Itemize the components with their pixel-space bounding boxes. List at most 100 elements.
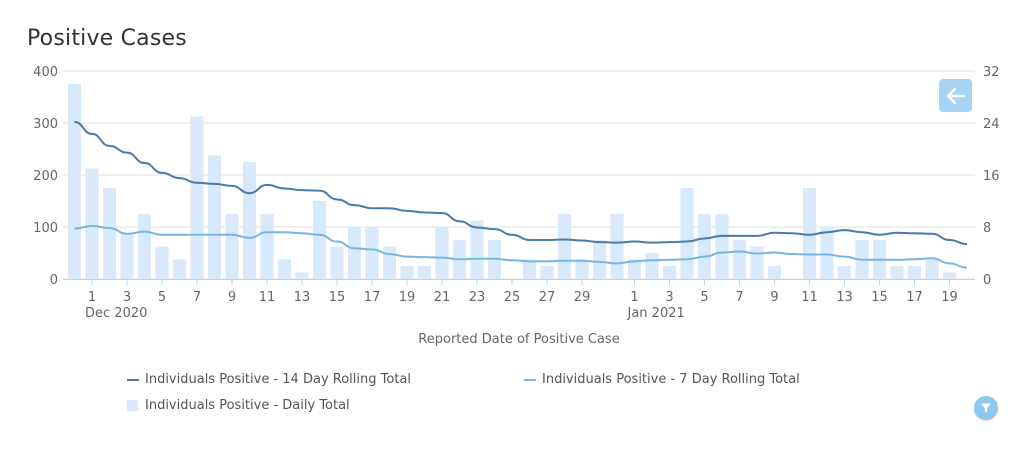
daily-total-bar[interactable] — [418, 266, 431, 279]
y-right-tick-label: 32 — [983, 65, 1000, 80]
line-14-day-rolling-total[interactable] — [74, 120, 968, 246]
y-right-tick-label: 16 — [983, 169, 1000, 184]
daily-total-bar[interactable] — [540, 266, 554, 279]
arrow-left-icon — [946, 87, 965, 104]
legend-item-7-day[interactable]: Individuals Positive - 7 Day Rolling Tot… — [524, 372, 800, 387]
daily-total-bar[interactable] — [593, 240, 606, 279]
daily-total-bar[interactable] — [330, 246, 344, 280]
daily-total-bar[interactable] — [523, 259, 536, 280]
daily-total-bar[interactable] — [173, 259, 186, 280]
daily-total-bar[interactable] — [768, 266, 781, 279]
x-tick-label: 5 — [158, 290, 166, 305]
daily-total-bar[interactable] — [470, 220, 484, 280]
daily-total-bar[interactable] — [820, 227, 834, 279]
daily-total-bar[interactable] — [645, 253, 659, 279]
x-tick-label: 9 — [228, 290, 236, 305]
line-7-day-rolling-total[interactable] — [74, 224, 968, 269]
x-tick-label: 17 — [906, 290, 923, 305]
y-right-tick-label: 0 — [983, 273, 991, 288]
daily-total-bar[interactable] — [610, 214, 624, 279]
daily-total-bar[interactable] — [558, 214, 571, 279]
x-tick-label: 3 — [123, 290, 131, 305]
x-tick-label: 17 — [364, 290, 381, 305]
x-tick-label: 1 — [630, 290, 638, 305]
legend-item-daily[interactable]: Individuals Positive - Daily Total — [127, 398, 350, 413]
daily-total-bar[interactable] — [838, 266, 851, 279]
x-group-label: Jan 2021 — [627, 306, 685, 321]
rolling-total-lines — [74, 120, 968, 269]
chart-title: Positive Cases — [27, 26, 187, 51]
daily-total-bar[interactable] — [698, 214, 711, 279]
daily-total-bar[interactable] — [383, 246, 396, 280]
daily-total-bar[interactable] — [120, 233, 134, 280]
x-axis-title: Reported Date of Positive Case — [418, 332, 619, 347]
filter-button[interactable] — [974, 396, 998, 420]
x-tick-label: 1 — [88, 290, 96, 305]
x-tick-label: 19 — [399, 290, 416, 305]
daily-total-bar[interactable] — [750, 246, 764, 280]
x-tick-label: 15 — [329, 290, 346, 305]
daily-total-bar[interactable] — [243, 162, 256, 279]
daily-total-bar[interactable] — [225, 214, 239, 279]
daily-total-bar[interactable] — [803, 188, 816, 279]
x-tick-label: 7 — [193, 290, 201, 305]
daily-total-bar[interactable] — [155, 246, 169, 280]
daily-total-bar[interactable] — [313, 201, 326, 279]
y-left-tick-label: 200 — [33, 169, 58, 184]
daily-total-bar[interactable] — [715, 214, 729, 279]
daily-total-bar[interactable] — [190, 116, 204, 280]
daily-total-bar[interactable] — [295, 272, 309, 280]
x-group-label: Dec 2020 — [85, 306, 147, 321]
y-left-tick-label: 100 — [33, 221, 58, 236]
x-tick-label: 29 — [574, 290, 591, 305]
daily-total-bar[interactable] — [435, 227, 449, 279]
x-tick-label: 11 — [801, 290, 818, 305]
legend-item-14-day[interactable]: Individuals Positive - 14 Day Rolling To… — [127, 372, 411, 387]
x-tick-label: 9 — [770, 290, 778, 305]
x-tick-label: 27 — [539, 290, 556, 305]
daily-total-bar[interactable] — [890, 266, 904, 279]
y-right-tick-label: 24 — [983, 117, 1000, 132]
daily-total-bar[interactable] — [260, 214, 274, 279]
line-swatch-icon — [524, 378, 536, 381]
daily-total-bar[interactable] — [85, 168, 99, 280]
legend-label: Individuals Positive - Daily Total — [145, 398, 350, 413]
daily-total-bar[interactable] — [680, 188, 694, 279]
drill-up-back-button[interactable] — [939, 79, 972, 112]
y-left-tick-label: 300 — [33, 117, 58, 132]
y-axis-left: 0 100 200 300 400 — [33, 65, 58, 288]
daily-total-bar[interactable] — [943, 272, 956, 280]
daily-total-bar[interactable] — [365, 227, 379, 279]
daily-total-bar[interactable] — [663, 266, 676, 279]
daily-total-bar[interactable] — [628, 259, 641, 280]
x-tick-label: 3 — [665, 290, 673, 305]
x-tick-label: 23 — [469, 290, 486, 305]
filter-funnel-icon — [981, 403, 991, 413]
daily-total-bar[interactable] — [575, 259, 589, 280]
daily-total-bar[interactable] — [103, 188, 116, 279]
daily-total-bar[interactable] — [925, 259, 939, 280]
x-tick-label: 13 — [294, 290, 311, 305]
x-tick-label: 21 — [434, 290, 451, 305]
daily-total-bar[interactable] — [208, 155, 221, 280]
bar-swatch-icon — [127, 400, 138, 411]
x-tick-label: 11 — [259, 290, 276, 305]
x-axis: 1 3 5 7 9 11 13 15 17 19 21 23 25 27 29 1 3 5 7 9 11 13 15 17 19… — [63, 279, 975, 321]
y-left-tick-label: 0 — [50, 273, 58, 288]
daily-total-bar[interactable] — [908, 266, 921, 279]
x-tick-label: 5 — [700, 290, 708, 305]
y-right-tick-label: 8 — [983, 221, 991, 236]
daily-total-bar[interactable] — [278, 259, 291, 280]
legend-label: Individuals Positive - 14 Day Rolling To… — [145, 372, 411, 387]
daily-total-bar[interactable] — [400, 266, 414, 279]
daily-total-bar[interactable] — [348, 227, 361, 279]
x-tick-label: 7 — [735, 290, 743, 305]
x-tick-label: 13 — [836, 290, 853, 305]
legend-label: Individuals Positive - 7 Day Rolling Tot… — [542, 372, 800, 387]
daily-total-bar[interactable] — [68, 84, 81, 279]
daily-total-bar[interactable] — [733, 240, 746, 279]
x-tick-label: 25 — [504, 290, 521, 305]
daily-total-bar[interactable] — [138, 214, 151, 279]
